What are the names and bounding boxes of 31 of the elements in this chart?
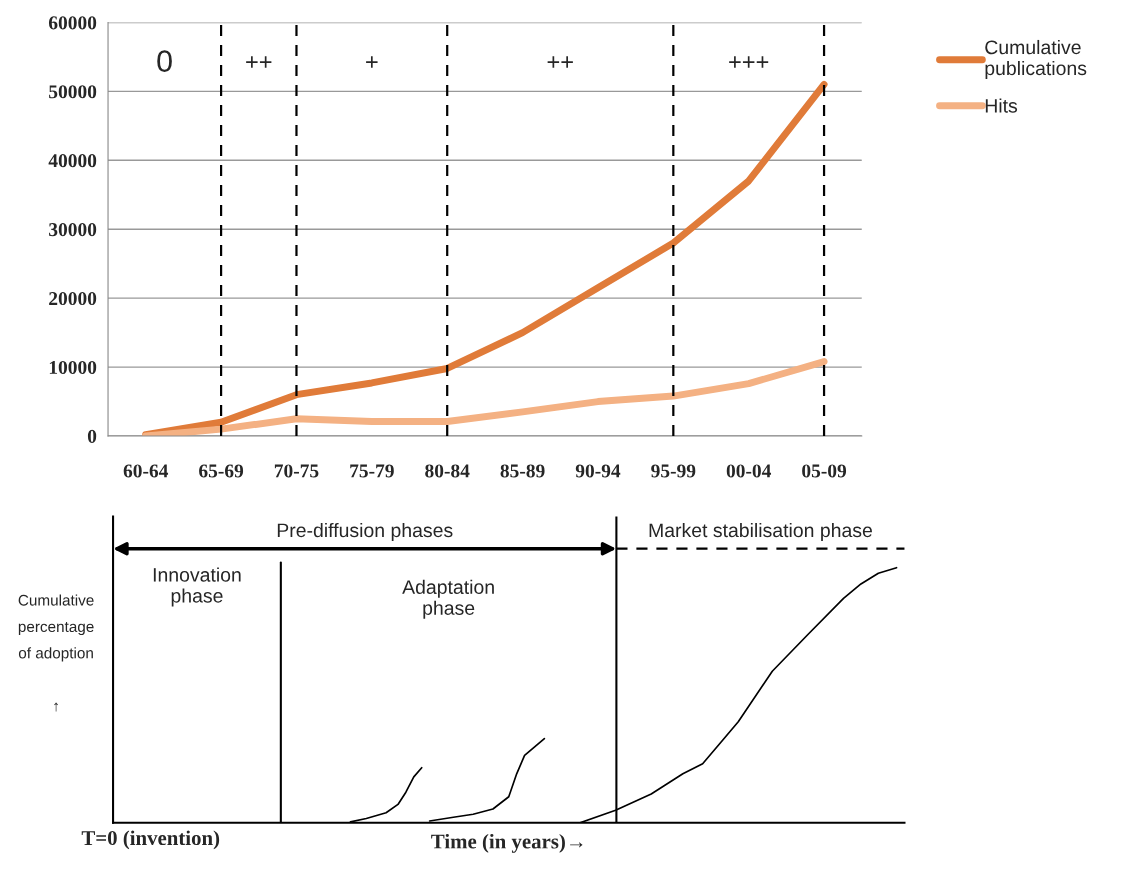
annotation: +++ <box>729 56 769 68</box>
text: Adaptation phase <box>402 579 494 619</box>
annotation: ++ <box>547 56 573 68</box>
text: Market stabilisation phase <box>649 522 872 542</box>
y-tick-label: 20000 <box>49 291 97 306</box>
text: T=0 (invention) <box>81 830 220 850</box>
x-tick-label: 95-99 <box>651 464 696 478</box>
text: Cumulative percentage of adoption ↑ <box>18 594 94 712</box>
x-tick-label: 00-04 <box>726 464 772 478</box>
x-tick-label: 80-84 <box>425 464 470 478</box>
x-tick-label: 75-79 <box>350 464 394 478</box>
y-tick-label: 0 <box>87 429 97 443</box>
text: Time (in years)→ <box>431 833 583 853</box>
legend-label: Cumulative publications <box>985 39 1087 80</box>
text: Innovation phase <box>153 567 241 607</box>
y-tick-label: 30000 <box>49 223 97 237</box>
legend-label: Hits <box>985 98 1018 113</box>
x-tick-label: 85-89 <box>500 464 545 478</box>
x-tick-label: 70-75 <box>274 464 319 478</box>
y-tick-label: 40000 <box>48 154 97 168</box>
annotation: 0 <box>157 50 172 72</box>
annotation: + <box>366 56 378 68</box>
annotation: ++ <box>246 56 272 68</box>
text: Pre-diffusion phases <box>277 522 453 542</box>
y-tick-label: 60000 <box>48 16 97 30</box>
x-tick-label: 90-94 <box>575 464 621 478</box>
y-tick-label: 50000 <box>49 85 97 99</box>
x-tick-label: 05-09 <box>802 464 847 478</box>
x-tick-label: 60-64 <box>123 464 169 478</box>
y-tick-label: 10000 <box>49 360 97 375</box>
x-tick-label: 65-69 <box>199 464 244 478</box>
